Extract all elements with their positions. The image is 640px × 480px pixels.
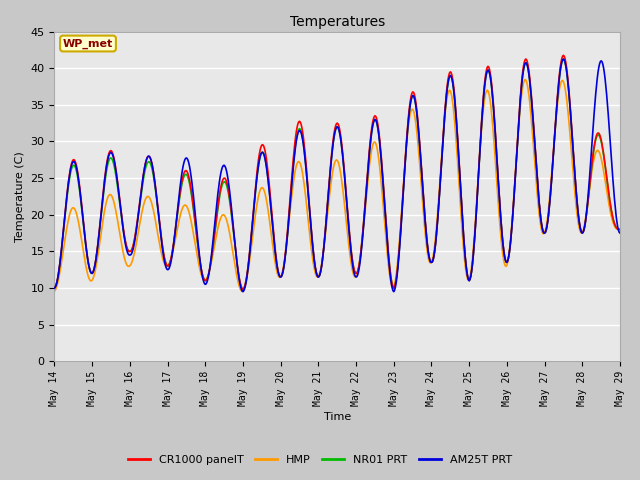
AM25T PRT (440, 122, 448, 128)
AM25T PRT (385, 252, 392, 258)
CR1000 panelT (616, 227, 624, 232)
NR01 PRT (440, 122, 448, 128)
HMP (238, 288, 246, 294)
HMP (51, 288, 58, 294)
NR01 PRT (330, 139, 337, 145)
AM25T PRT (51, 285, 58, 291)
CR1000 panelT (175, 201, 182, 207)
AM25T PRT (559, 56, 567, 62)
HMP (199, 276, 207, 281)
NR01 PRT (616, 227, 624, 232)
Line: NR01 PRT: NR01 PRT (54, 59, 620, 289)
AM25T PRT (239, 289, 247, 295)
HMP (385, 261, 392, 266)
Legend: CR1000 panelT, HMP, NR01 PRT, AM25T PRT: CR1000 panelT, HMP, NR01 PRT, AM25T PRT (124, 451, 516, 469)
Title: Temperatures: Temperatures (289, 15, 385, 29)
AM25T PRT (199, 276, 207, 282)
NR01 PRT (199, 273, 207, 279)
HMP (175, 220, 182, 226)
X-axis label: Time: Time (324, 412, 351, 422)
HMP (566, 128, 573, 134)
NR01 PRT (566, 100, 573, 106)
NR01 PRT (239, 287, 247, 292)
Line: HMP: HMP (54, 80, 620, 291)
HMP (616, 227, 624, 232)
NR01 PRT (51, 285, 58, 291)
CR1000 panelT (199, 273, 207, 279)
NR01 PRT (385, 250, 392, 255)
CR1000 panelT (51, 285, 58, 291)
Text: WP_met: WP_met (63, 38, 113, 48)
AM25T PRT (175, 198, 182, 204)
AM25T PRT (330, 140, 337, 145)
NR01 PRT (559, 56, 567, 62)
CR1000 panelT (559, 52, 567, 58)
NR01 PRT (175, 203, 182, 209)
Line: AM25T PRT: AM25T PRT (54, 59, 620, 292)
AM25T PRT (566, 100, 573, 106)
CR1000 panelT (566, 97, 573, 103)
CR1000 panelT (239, 287, 247, 292)
CR1000 panelT (330, 136, 337, 142)
HMP (521, 77, 529, 83)
CR1000 panelT (385, 249, 392, 254)
HMP (330, 166, 337, 171)
AM25T PRT (616, 230, 624, 236)
Line: CR1000 panelT: CR1000 panelT (54, 55, 620, 289)
HMP (440, 122, 448, 128)
CR1000 panelT (440, 119, 448, 125)
Y-axis label: Temperature (C): Temperature (C) (15, 151, 25, 242)
